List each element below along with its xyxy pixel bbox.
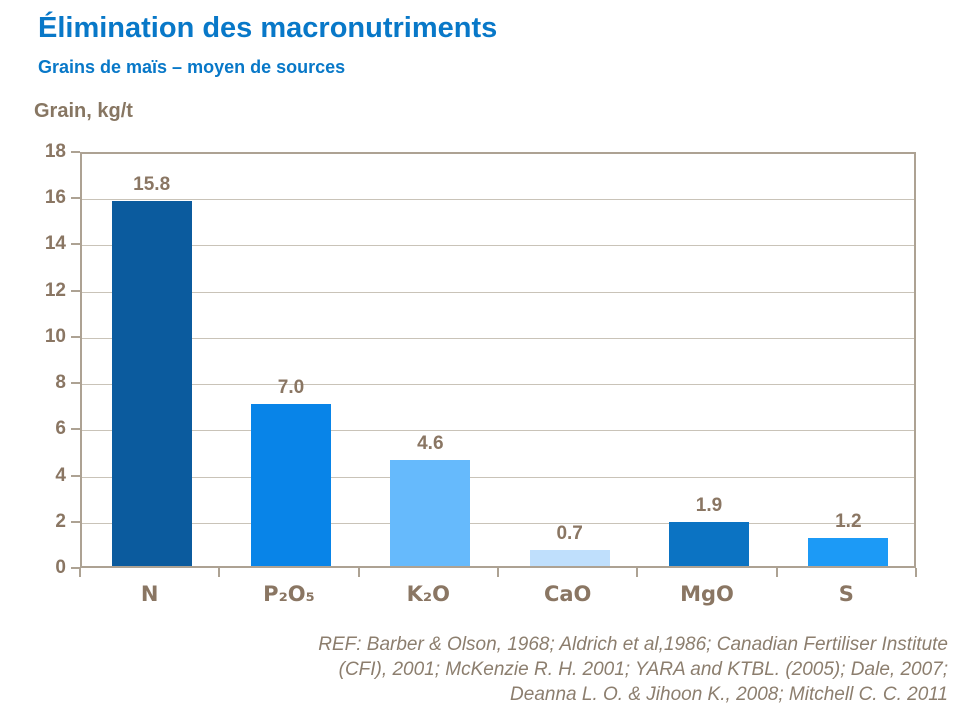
- y-tick-label: 2: [55, 510, 66, 532]
- gridline: [82, 291, 914, 293]
- x-tick-mark: [915, 568, 917, 577]
- y-tick-mark: [71, 197, 80, 200]
- y-tick-label: 16: [44, 187, 66, 209]
- gridline: [82, 430, 914, 432]
- bar-value-label: 0.7: [556, 522, 583, 544]
- gridline: [82, 476, 914, 478]
- x-category-label: CaO: [543, 582, 592, 606]
- y-tick-mark: [71, 289, 80, 292]
- y-tick-mark: [71, 382, 80, 385]
- y-tick-mark: [71, 428, 80, 431]
- x-category-label: P₂O₅: [263, 582, 315, 606]
- y-axis-title: Grain, kg/t: [34, 100, 133, 122]
- gridline: [82, 337, 914, 339]
- reference-line: (CFI), 2001; McKenzie R. H. 2001; YARA a…: [338, 659, 948, 680]
- x-tick-mark: [218, 568, 221, 577]
- x-tick-mark: [636, 568, 639, 577]
- x-tick-mark: [79, 568, 81, 577]
- y-tick-mark: [71, 151, 80, 153]
- bar-N: [111, 200, 192, 566]
- y-tick-label: 0: [55, 557, 66, 578]
- x-category-label: S: [838, 582, 854, 606]
- x-category-label: K₂O: [406, 582, 450, 606]
- plot-area: 15.8 7.0 4.6 0.7 1.9 1.2: [80, 152, 916, 568]
- bar-value-label: 4.6: [417, 432, 444, 454]
- x-category-label: N: [140, 582, 159, 606]
- x-tick-mark: [357, 568, 360, 577]
- y-tick-label: 4: [55, 464, 66, 486]
- y-tick-label: 18: [44, 141, 66, 162]
- page-subtitle: Grains de maïs – moyen de sources: [38, 57, 346, 77]
- bar-K₂O: [390, 459, 471, 566]
- bar-S: [808, 538, 889, 566]
- bar-value-label: 15.8: [133, 173, 171, 195]
- x-tick-mark: [775, 568, 778, 577]
- y-tick-label: 8: [55, 372, 66, 394]
- bar-CaO: [529, 549, 610, 566]
- bar-value-label: 1.2: [835, 511, 862, 533]
- bar-MgO: [669, 522, 749, 566]
- x-category-label: MgO: [680, 582, 734, 606]
- y-tick-label: 12: [44, 279, 66, 301]
- y-tick-mark: [71, 567, 80, 569]
- y-tick-label: 10: [44, 325, 66, 347]
- reference-line: Deanna L. O. & Jihoon K., 2008; Mitchell…: [510, 684, 948, 705]
- y-tick-mark: [71, 520, 80, 523]
- gridline: [82, 522, 914, 524]
- y-tick-mark: [71, 474, 80, 477]
- gridline: [82, 199, 914, 201]
- y-tick-label: 6: [55, 418, 66, 440]
- bar-value-label: 1.9: [695, 495, 723, 517]
- gridline: [82, 384, 914, 386]
- bar-value-label: 7.0: [277, 377, 305, 399]
- y-tick-label: 14: [44, 233, 66, 255]
- y-tick-mark: [71, 335, 80, 338]
- gridline: [82, 245, 914, 247]
- reference-note: REF: Barber & Olson, 1968; Aldrich et al…: [148, 632, 948, 707]
- reference-line: REF: Barber & Olson, 1968; Aldrich et al…: [318, 634, 948, 655]
- y-tick-mark: [71, 243, 80, 246]
- bar-P₂O₅: [251, 404, 331, 566]
- x-tick-mark: [497, 568, 499, 577]
- page-title: Élimination des macronutriments: [38, 12, 498, 44]
